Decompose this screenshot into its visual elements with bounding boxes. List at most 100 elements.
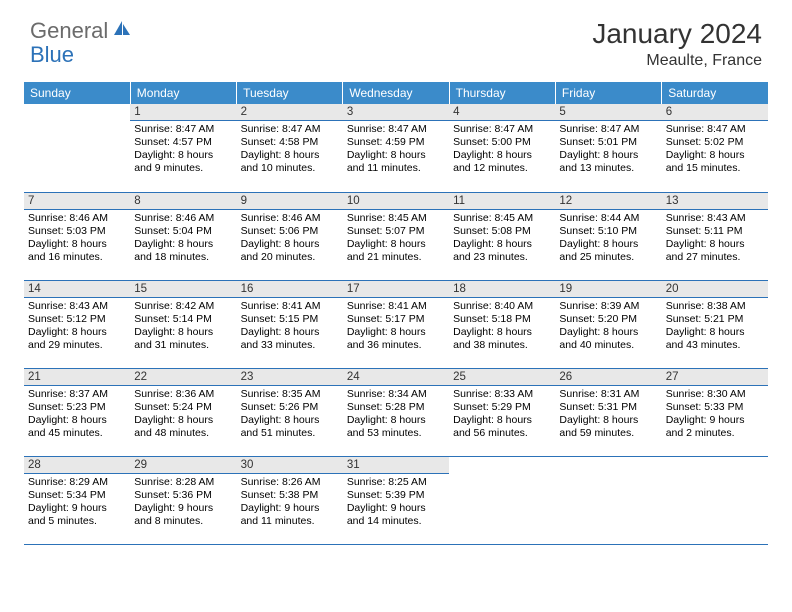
calendar-day-cell: 5Sunrise: 8:47 AMSunset: 5:01 PMDaylight… xyxy=(555,104,661,192)
calendar-day-cell: 7Sunrise: 8:46 AMSunset: 5:03 PMDaylight… xyxy=(24,192,130,280)
title-block: January 2024 Meaulte, France xyxy=(592,18,762,70)
day-number: 30 xyxy=(237,457,343,474)
day-daylight2: and 18 minutes. xyxy=(134,251,232,264)
calendar-day-cell: 28Sunrise: 8:29 AMSunset: 5:34 PMDayligh… xyxy=(24,456,130,544)
day-daylight2: and 13 minutes. xyxy=(559,162,657,175)
day-number: 26 xyxy=(555,369,661,386)
day-sunrise: Sunrise: 8:46 AM xyxy=(134,212,232,225)
calendar-day-cell: 22Sunrise: 8:36 AMSunset: 5:24 PMDayligh… xyxy=(130,368,236,456)
location-label: Meaulte, France xyxy=(592,52,762,70)
day-daylight2: and 36 minutes. xyxy=(347,339,445,352)
day-number: 1 xyxy=(130,104,236,121)
calendar-week-row: 21Sunrise: 8:37 AMSunset: 5:23 PMDayligh… xyxy=(24,368,768,456)
day-details: Sunrise: 8:41 AMSunset: 5:17 PMDaylight:… xyxy=(343,298,449,357)
day-sunrise: Sunrise: 8:41 AM xyxy=(241,300,339,313)
day-details: Sunrise: 8:40 AMSunset: 5:18 PMDaylight:… xyxy=(449,298,555,357)
day-number: 9 xyxy=(237,193,343,210)
page-header: General January 2024 Meaulte, France xyxy=(0,0,792,76)
day-sunrise: Sunrise: 8:30 AM xyxy=(666,388,764,401)
day-sunset: Sunset: 5:26 PM xyxy=(241,401,339,414)
day-daylight2: and 11 minutes. xyxy=(241,515,339,528)
day-daylight2: and 31 minutes. xyxy=(134,339,232,352)
day-details: Sunrise: 8:38 AMSunset: 5:21 PMDaylight:… xyxy=(662,298,768,357)
day-sunset: Sunset: 5:15 PM xyxy=(241,313,339,326)
day-number: 3 xyxy=(343,104,449,121)
day-sunrise: Sunrise: 8:41 AM xyxy=(347,300,445,313)
brand-part1: General xyxy=(30,18,108,44)
day-details: Sunrise: 8:46 AMSunset: 5:03 PMDaylight:… xyxy=(24,210,130,269)
day-details: Sunrise: 8:31 AMSunset: 5:31 PMDaylight:… xyxy=(555,386,661,445)
calendar-day-cell: 9Sunrise: 8:46 AMSunset: 5:06 PMDaylight… xyxy=(237,192,343,280)
calendar-day-cell: 3Sunrise: 8:47 AMSunset: 4:59 PMDaylight… xyxy=(343,104,449,192)
month-title: January 2024 xyxy=(592,18,762,50)
weekday-header: Thursday xyxy=(449,82,555,104)
day-sunset: Sunset: 5:20 PM xyxy=(559,313,657,326)
day-sunset: Sunset: 5:36 PM xyxy=(134,489,232,502)
day-sunrise: Sunrise: 8:46 AM xyxy=(28,212,126,225)
day-number: 4 xyxy=(449,104,555,121)
day-sunrise: Sunrise: 8:47 AM xyxy=(134,123,232,136)
day-daylight2: and 25 minutes. xyxy=(559,251,657,264)
calendar-day-cell: 2Sunrise: 8:47 AMSunset: 4:58 PMDaylight… xyxy=(237,104,343,192)
calendar-day-cell: 21Sunrise: 8:37 AMSunset: 5:23 PMDayligh… xyxy=(24,368,130,456)
day-sunrise: Sunrise: 8:26 AM xyxy=(241,476,339,489)
calendar-day-cell: 16Sunrise: 8:41 AMSunset: 5:15 PMDayligh… xyxy=(237,280,343,368)
day-details: Sunrise: 8:47 AMSunset: 4:58 PMDaylight:… xyxy=(237,121,343,180)
day-daylight1: Daylight: 8 hours xyxy=(453,414,551,427)
day-sunrise: Sunrise: 8:47 AM xyxy=(347,123,445,136)
day-details: Sunrise: 8:46 AMSunset: 5:06 PMDaylight:… xyxy=(237,210,343,269)
day-details: Sunrise: 8:46 AMSunset: 5:04 PMDaylight:… xyxy=(130,210,236,269)
day-number: 14 xyxy=(24,281,130,298)
day-daylight2: and 14 minutes. xyxy=(347,515,445,528)
calendar-week-row: 7Sunrise: 8:46 AMSunset: 5:03 PMDaylight… xyxy=(24,192,768,280)
day-sunrise: Sunrise: 8:36 AM xyxy=(134,388,232,401)
day-sunset: Sunset: 5:08 PM xyxy=(453,225,551,238)
day-daylight2: and 51 minutes. xyxy=(241,427,339,440)
calendar-day-cell: 17Sunrise: 8:41 AMSunset: 5:17 PMDayligh… xyxy=(343,280,449,368)
day-daylight1: Daylight: 8 hours xyxy=(453,149,551,162)
day-details: Sunrise: 8:45 AMSunset: 5:08 PMDaylight:… xyxy=(449,210,555,269)
day-sunset: Sunset: 5:38 PM xyxy=(241,489,339,502)
calendar-day-cell: 6Sunrise: 8:47 AMSunset: 5:02 PMDaylight… xyxy=(662,104,768,192)
calendar-day-cell: 29Sunrise: 8:28 AMSunset: 5:36 PMDayligh… xyxy=(130,456,236,544)
day-details: Sunrise: 8:42 AMSunset: 5:14 PMDaylight:… xyxy=(130,298,236,357)
day-number: 6 xyxy=(662,104,768,121)
calendar-week-row: 1Sunrise: 8:47 AMSunset: 4:57 PMDaylight… xyxy=(24,104,768,192)
calendar-day-cell: 14Sunrise: 8:43 AMSunset: 5:12 PMDayligh… xyxy=(24,280,130,368)
day-daylight2: and 45 minutes. xyxy=(28,427,126,440)
calendar-day-cell xyxy=(24,104,130,192)
day-daylight1: Daylight: 8 hours xyxy=(666,149,764,162)
day-details: Sunrise: 8:47 AMSunset: 4:59 PMDaylight:… xyxy=(343,121,449,180)
day-details: Sunrise: 8:37 AMSunset: 5:23 PMDaylight:… xyxy=(24,386,130,445)
calendar-day-cell: 26Sunrise: 8:31 AMSunset: 5:31 PMDayligh… xyxy=(555,368,661,456)
day-daylight1: Daylight: 8 hours xyxy=(666,326,764,339)
calendar-day-cell xyxy=(449,456,555,544)
day-daylight2: and 40 minutes. xyxy=(559,339,657,352)
day-details: Sunrise: 8:45 AMSunset: 5:07 PMDaylight:… xyxy=(343,210,449,269)
day-sunrise: Sunrise: 8:28 AM xyxy=(134,476,232,489)
day-daylight1: Daylight: 8 hours xyxy=(134,414,232,427)
day-daylight1: Daylight: 8 hours xyxy=(134,326,232,339)
day-daylight1: Daylight: 9 hours xyxy=(134,502,232,515)
day-daylight1: Daylight: 8 hours xyxy=(347,326,445,339)
day-daylight1: Daylight: 9 hours xyxy=(347,502,445,515)
day-details: Sunrise: 8:30 AMSunset: 5:33 PMDaylight:… xyxy=(662,386,768,445)
day-sunrise: Sunrise: 8:44 AM xyxy=(559,212,657,225)
calendar-day-cell: 19Sunrise: 8:39 AMSunset: 5:20 PMDayligh… xyxy=(555,280,661,368)
day-daylight2: and 43 minutes. xyxy=(666,339,764,352)
day-daylight1: Daylight: 8 hours xyxy=(241,238,339,251)
day-details: Sunrise: 8:28 AMSunset: 5:36 PMDaylight:… xyxy=(130,474,236,533)
day-sunrise: Sunrise: 8:47 AM xyxy=(559,123,657,136)
day-sunset: Sunset: 5:00 PM xyxy=(453,136,551,149)
day-sunset: Sunset: 5:24 PM xyxy=(134,401,232,414)
day-sunrise: Sunrise: 8:46 AM xyxy=(241,212,339,225)
day-sunset: Sunset: 5:31 PM xyxy=(559,401,657,414)
day-sunset: Sunset: 4:57 PM xyxy=(134,136,232,149)
day-daylight1: Daylight: 9 hours xyxy=(241,502,339,515)
day-details: Sunrise: 8:29 AMSunset: 5:34 PMDaylight:… xyxy=(24,474,130,533)
day-sunset: Sunset: 5:14 PM xyxy=(134,313,232,326)
calendar-day-cell: 18Sunrise: 8:40 AMSunset: 5:18 PMDayligh… xyxy=(449,280,555,368)
day-number: 28 xyxy=(24,457,130,474)
day-number: 16 xyxy=(237,281,343,298)
day-daylight1: Daylight: 8 hours xyxy=(347,149,445,162)
